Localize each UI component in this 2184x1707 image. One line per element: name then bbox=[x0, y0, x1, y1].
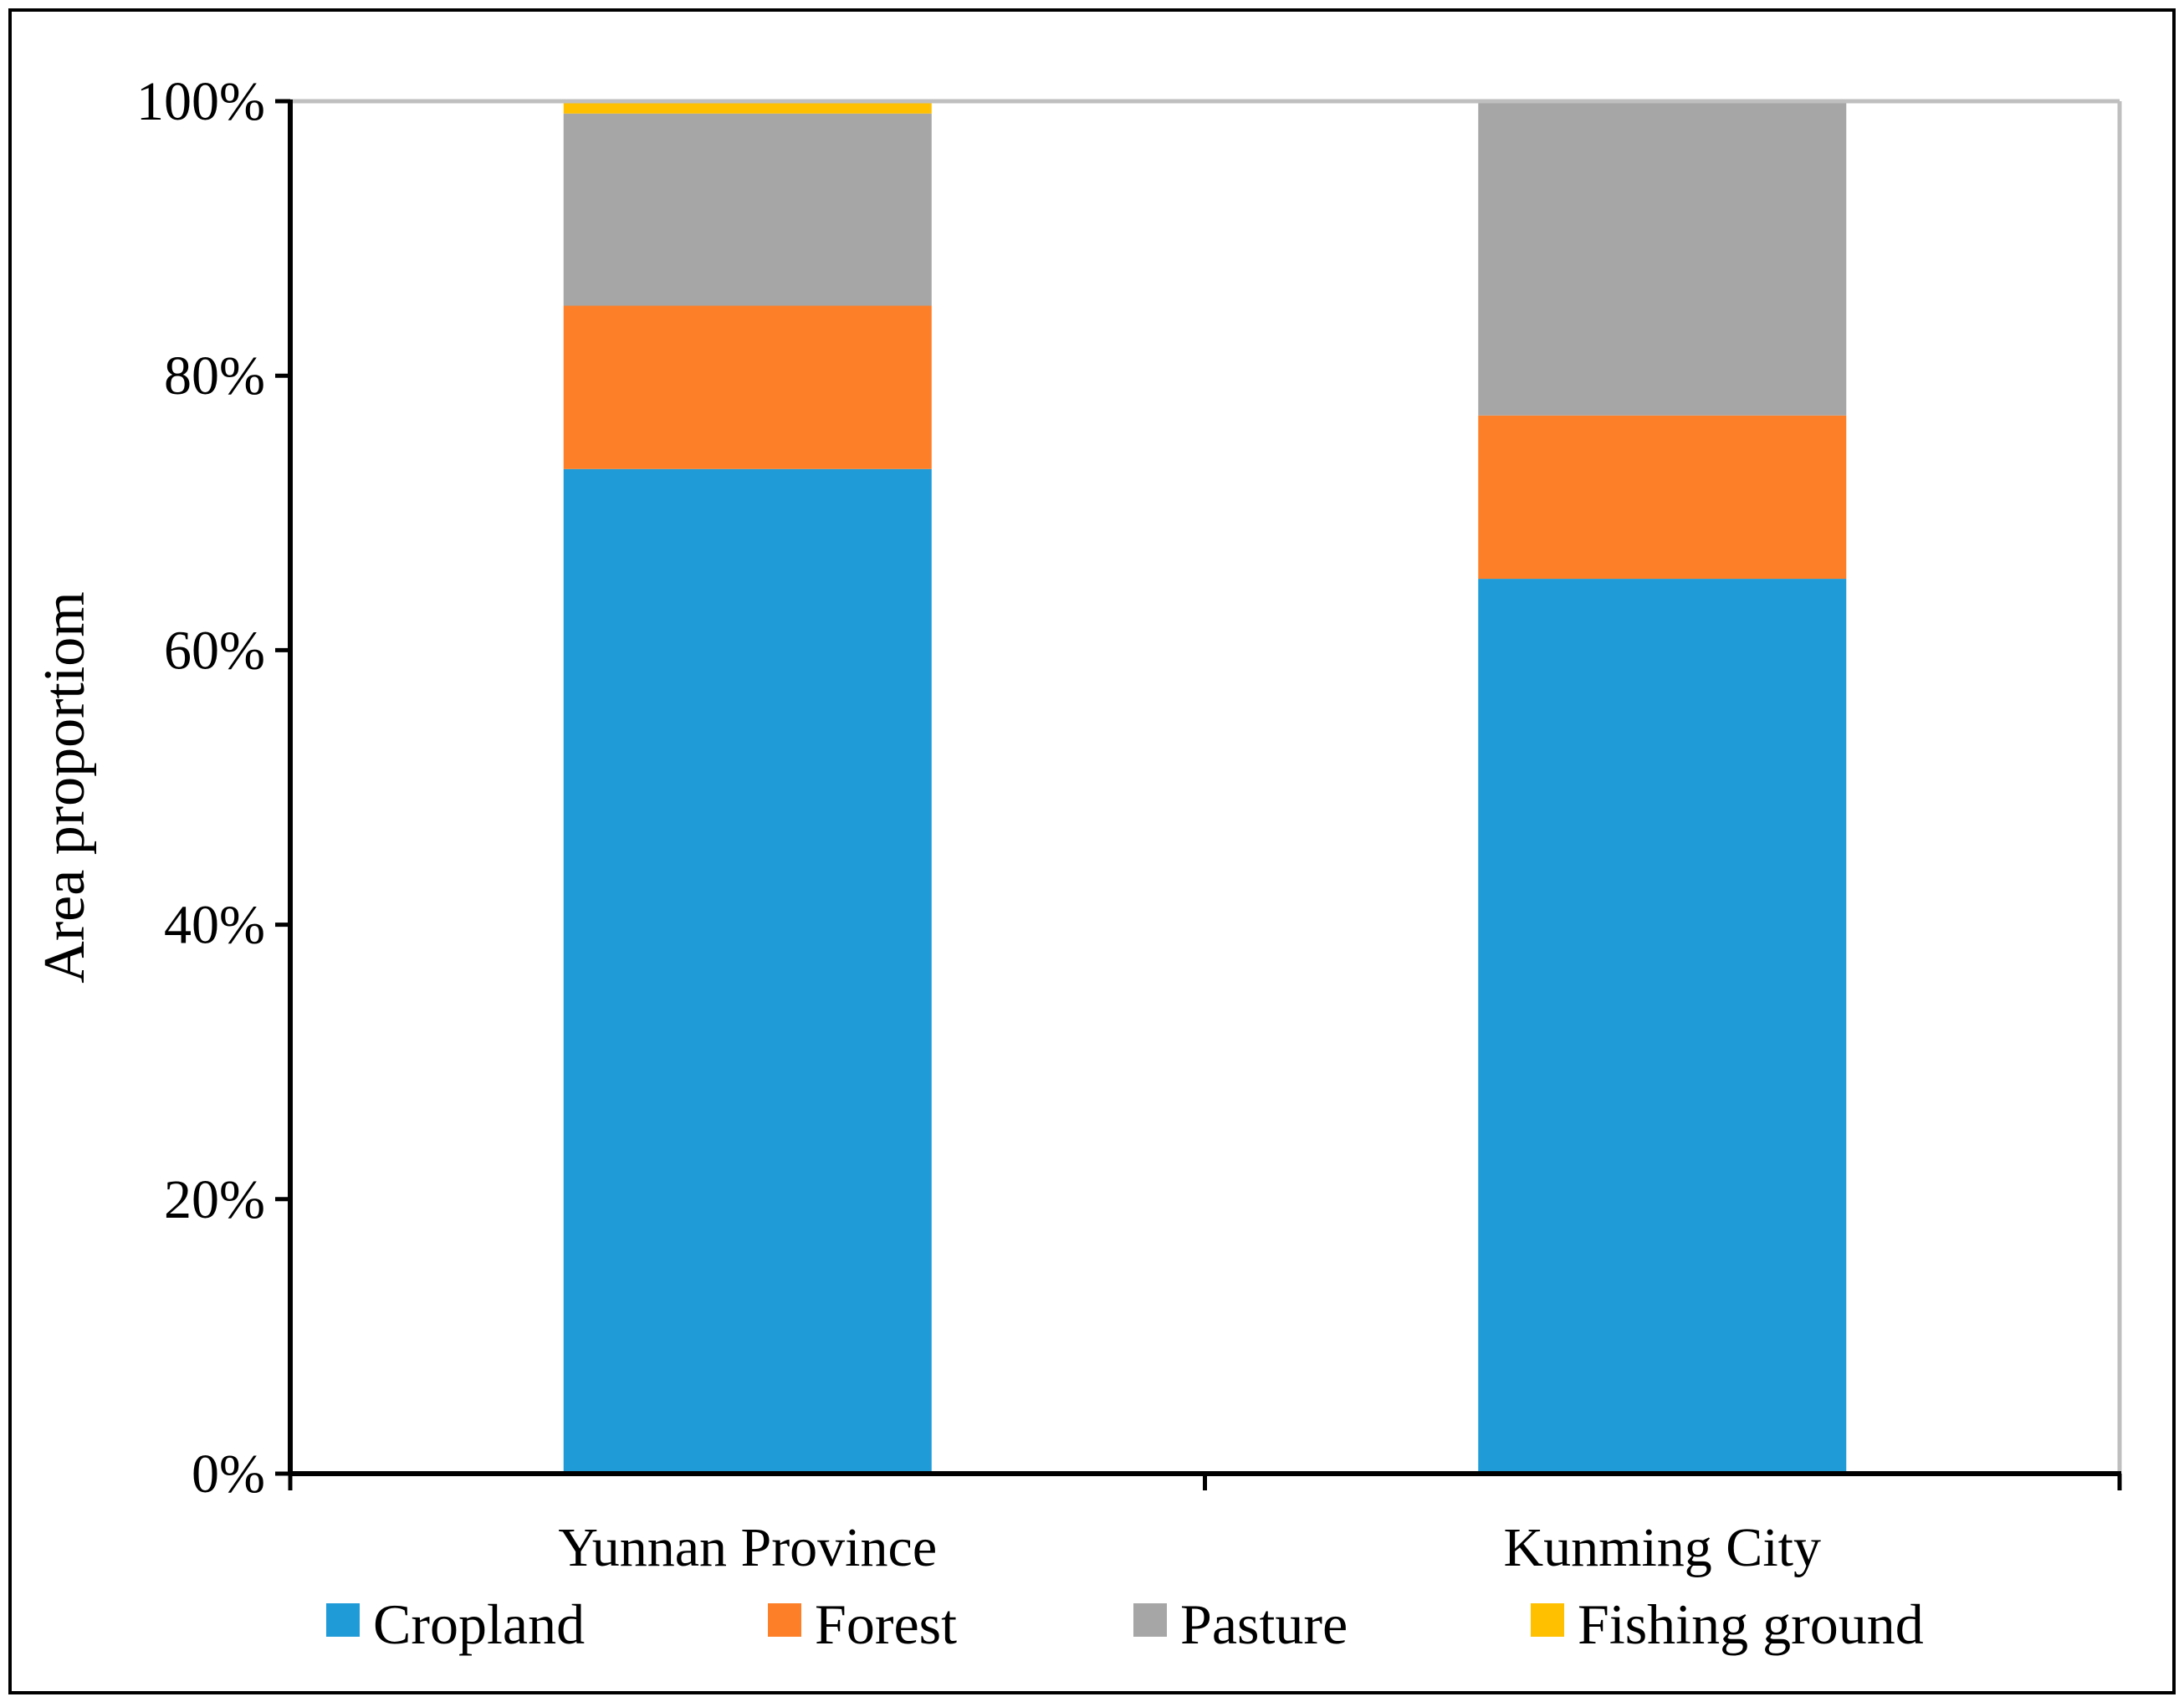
bar-kunming-city-cropland bbox=[1478, 579, 1847, 1474]
legend: Cropland Forest Pasture Fishing ground bbox=[326, 1592, 1924, 1656]
legend-label-pasture: Pasture bbox=[1180, 1592, 1348, 1656]
y-tick-label: 80% bbox=[164, 345, 265, 406]
bar-yunnan-province-forest bbox=[563, 305, 932, 469]
y-axis-title: Area proportiom bbox=[33, 591, 97, 983]
y-tick-label: 20% bbox=[164, 1169, 265, 1230]
x-category-label: Kunming City bbox=[1503, 1517, 1821, 1578]
y-tick-label: 60% bbox=[164, 620, 265, 681]
bar-yunnan-province-fishing-ground bbox=[563, 101, 932, 114]
bar-kunming-city-forest bbox=[1478, 415, 1847, 580]
labels: 0% 20% 40% 60% 80% 100% Yunnan Province Kunming… bbox=[33, 71, 1821, 1578]
legend-swatch-forest bbox=[768, 1603, 801, 1637]
bar-yunnan-province-cropland bbox=[563, 468, 932, 1474]
bar-yunnan-province-pasture bbox=[563, 113, 932, 306]
legend-swatch-fishing-ground bbox=[1531, 1603, 1564, 1637]
legend-label-forest: Forest bbox=[815, 1592, 957, 1656]
legend-label-fishing-ground: Fishing ground bbox=[1578, 1592, 1924, 1656]
legend-swatch-pasture bbox=[1133, 1603, 1167, 1637]
plot-area bbox=[563, 101, 1847, 1474]
y-tick-label: 0% bbox=[192, 1444, 265, 1505]
x-category-label: Yunnan Province bbox=[558, 1517, 937, 1578]
figure-frame bbox=[8, 8, 2176, 1694]
y-tick-label: 40% bbox=[164, 895, 265, 956]
legend-label-cropland: Cropland bbox=[373, 1592, 585, 1656]
y-tick-label: 100% bbox=[136, 71, 265, 132]
axes bbox=[275, 99, 2122, 1490]
legend-swatch-cropland bbox=[326, 1603, 360, 1637]
bar-kunming-city-pasture bbox=[1478, 101, 1847, 416]
